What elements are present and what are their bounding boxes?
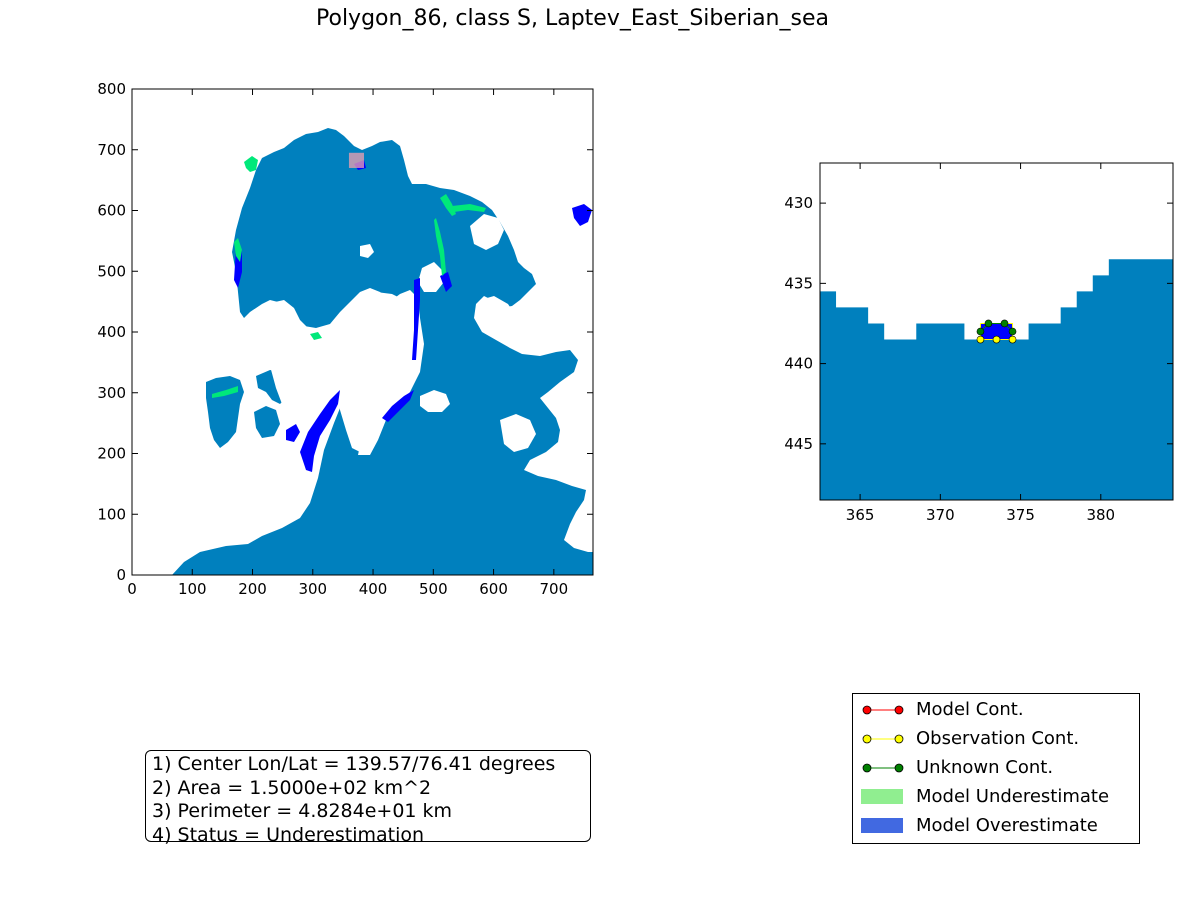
zoom-x-tick-label: 375: [1006, 506, 1035, 524]
map-x-tick-label: 500: [419, 580, 448, 598]
overestimate-area-1: [300, 390, 340, 472]
info-perimeter: 3) Perimeter = 4.8284e+01 km: [152, 800, 453, 822]
map-y-axis: 0 100 200 300 400 500 600 700 800: [97, 80, 593, 584]
map-y-tick-label: 600: [97, 202, 126, 220]
map-x-tick-label: 200: [238, 580, 267, 598]
map-x-tick-label: 300: [298, 580, 327, 598]
map-features: [212, 156, 592, 472]
observation-contour-points: [976, 335, 1017, 344]
legend-model-overestimate-label: Model Overestimate: [916, 815, 1098, 836]
underestimate-area-2: [234, 238, 242, 262]
info-area: 2) Area = 1.5000e+02 km^2: [152, 776, 432, 799]
observation-contour-point: [992, 335, 1001, 344]
land-island-3: [420, 390, 450, 412]
ocean-region-5: [410, 190, 438, 226]
land-island-5: [418, 262, 444, 292]
unknown-contour: [980, 322, 1013, 332]
map-y-tick-label: 400: [97, 323, 126, 341]
land-island-1: [326, 292, 416, 452]
legend-unknown-cont-key: [862, 763, 904, 773]
underestimate-area-6: [212, 386, 238, 398]
legend-unknown-cont: Unknown Cont.: [853, 754, 1139, 783]
zoom-ocean-area: [820, 259, 1173, 500]
legend-underestimate-swatch: [861, 789, 903, 804]
legend-model-underestimate-label: Model Underestimate: [916, 786, 1110, 807]
land-island-8: [500, 414, 536, 452]
legend-model-underestimate: Model Underestimate: [853, 783, 1139, 812]
unknown-contour-point: [976, 327, 985, 336]
map-y-tick-label: 700: [97, 141, 126, 159]
legend-unknown-cont-label: Unknown Cont.: [916, 757, 1054, 778]
zoom-y-axis: 430 435 440 445: [784, 194, 1173, 453]
observation-contour-point: [976, 335, 985, 344]
map-x-axis: 0 100 200 300 400 500 600 700: [127, 89, 568, 598]
zoom-x-tick-label: 380: [1086, 506, 1115, 524]
overestimate-area-4: [572, 204, 592, 226]
map-y-tick-label: 500: [97, 262, 126, 280]
observation-contour-point: [1008, 335, 1017, 344]
legend-observation-cont-label: Observation Cont.: [916, 728, 1080, 749]
overestimate-area-2: [286, 424, 300, 442]
map-x-tick-label: 0: [127, 580, 137, 598]
zoom-y-tick-label: 435: [784, 274, 813, 292]
land-island-7: [470, 214, 504, 250]
unknown-contour-points: [976, 319, 1017, 336]
zoom-y-tick-label: 440: [784, 355, 813, 373]
polygon-info-box: 1) Center Lon/Lat = 139.57/76.41 degrees…: [145, 750, 591, 846]
zoom-x-tick-label: 365: [846, 506, 875, 524]
polygon-cells: [980, 323, 1013, 340]
underestimate-area-7: [310, 332, 322, 340]
legend-observation-cont-key: [862, 734, 904, 744]
map-y-tick-label: 200: [97, 445, 126, 463]
legend-model-cont: Model Cont.: [853, 696, 1139, 725]
unknown-contour-point: [1008, 327, 1017, 336]
map-y-tick-label: 100: [97, 505, 126, 523]
land-island-6: [360, 244, 374, 258]
underestimate-area-5: [434, 218, 446, 276]
underestimate-area-3: [440, 194, 456, 216]
unknown-contour-point: [1000, 319, 1009, 328]
overestimate-area-7: [440, 272, 452, 292]
zoom-y-tick-label: 445: [784, 435, 813, 453]
legend-model-overestimate: Model Overestimate: [853, 812, 1139, 841]
legend-observation-cont: Observation Cont.: [853, 725, 1139, 754]
legend-overestimate-swatch: [861, 818, 903, 833]
unknown-contour-point: [984, 319, 993, 328]
map-x-tick-label: 700: [540, 580, 569, 598]
map-y-tick-label: 800: [97, 80, 126, 98]
info-status: 4) Status = Underestimation: [152, 823, 425, 846]
map-x-tick-label: 600: [479, 580, 508, 598]
legend: Model Cont. Observation Cont. Unknown Co…: [852, 693, 1140, 844]
land-island-4: [478, 296, 522, 344]
legend-model-cont-label: Model Cont.: [916, 699, 1024, 720]
legend-model-cont-key: [862, 705, 904, 715]
polygon-location-marker: [348, 152, 365, 168]
ocean-mask: [172, 128, 593, 575]
overestimate-area-5: [412, 278, 420, 360]
figure-title: Polygon_86, class S, Laptev_East_Siberia…: [316, 6, 829, 31]
underestimate-area-1: [244, 156, 258, 172]
land-island-2: [258, 300, 316, 410]
zoom-x-tick-label: 370: [926, 506, 955, 524]
map-y-tick-label: 0: [116, 566, 126, 584]
info-center: 1) Center Lon/Lat = 139.57/76.41 degrees: [152, 753, 556, 775]
zoom-y-tick-label: 430: [784, 194, 813, 212]
map-x-tick-label: 400: [359, 580, 388, 598]
zoom-panel: 365 370 375 380 430 435 440 445: [784, 162, 1174, 524]
overestimate-area-3: [382, 390, 414, 422]
overview-map: 0 100 200 300 400 500 600 700 0 100 200 300 400 500 6…: [97, 80, 594, 598]
map-x-tick-label: 100: [178, 580, 207, 598]
map-y-tick-label: 300: [97, 384, 126, 402]
ocean-region-4: [254, 406, 280, 438]
zoom-x-axis: 365 370 375 380: [846, 163, 1115, 524]
underestimate-area-4: [452, 204, 486, 212]
